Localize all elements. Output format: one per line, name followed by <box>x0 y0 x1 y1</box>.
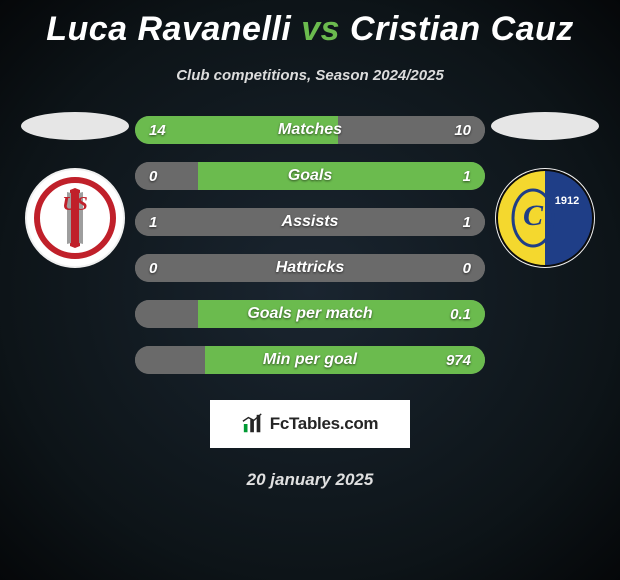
stat-fill-right <box>198 300 485 328</box>
stat-fill-right <box>310 254 485 282</box>
date-text: 20 january 2025 <box>247 470 374 490</box>
stat-value-right: 1 <box>463 168 471 185</box>
stat-bar: Goals01 <box>135 162 485 190</box>
brand-text: FcTables.com <box>270 414 379 434</box>
stat-bar: Min per goal974 <box>135 346 485 374</box>
svg-text:1912: 1912 <box>555 195 579 207</box>
player-a-photo-placeholder <box>21 112 129 140</box>
stat-value-left: 14 <box>149 122 166 139</box>
stat-fill-left <box>135 162 198 190</box>
brand-logo-box: FcTables.com <box>210 400 410 448</box>
stat-fill-right <box>310 208 485 236</box>
stat-fill-left <box>135 254 310 282</box>
stat-value-left: 0 <box>149 168 157 185</box>
stat-bar: Goals per match0.1 <box>135 300 485 328</box>
stat-fill-left <box>135 300 198 328</box>
vs-text: vs <box>301 10 340 48</box>
svg-text:US: US <box>62 193 88 215</box>
stat-bar: Matches1410 <box>135 116 485 144</box>
stat-value-left: 1 <box>149 214 157 231</box>
stat-value-right: 974 <box>446 352 471 369</box>
stats-column: Matches1410Goals01Assists11Hattricks00Go… <box>135 112 485 374</box>
stat-fill-left <box>135 208 310 236</box>
player-b-name: Cristian Cauz <box>350 10 574 48</box>
stat-value-right: 10 <box>454 122 471 139</box>
svg-text:C: C <box>523 199 544 232</box>
stat-bar: Hattricks00 <box>135 254 485 282</box>
player-b-column: C 1912 <box>485 112 605 268</box>
chart-icon <box>242 413 264 435</box>
stat-fill-right <box>198 162 485 190</box>
player-a-name: Luca Ravanelli <box>46 10 291 48</box>
club-a-crest: US <box>25 168 125 268</box>
stat-value-right: 1 <box>463 214 471 231</box>
stat-value-left: 0 <box>149 260 157 277</box>
stat-fill-left <box>135 346 205 374</box>
stat-bar: Assists11 <box>135 208 485 236</box>
player-a-column: US <box>15 112 135 268</box>
stat-value-right: 0.1 <box>450 306 471 323</box>
stat-fill-right <box>205 346 485 374</box>
page-title: Luca Ravanelli vs Cristian Cauz <box>46 10 574 49</box>
player-b-photo-placeholder <box>491 112 599 140</box>
stat-value-right: 0 <box>463 260 471 277</box>
content-row: US Matches1410Goals01Assists11Hattricks0… <box>0 112 620 374</box>
subtitle: Club competitions, Season 2024/2025 <box>176 67 444 84</box>
club-b-crest: C 1912 <box>495 168 595 268</box>
